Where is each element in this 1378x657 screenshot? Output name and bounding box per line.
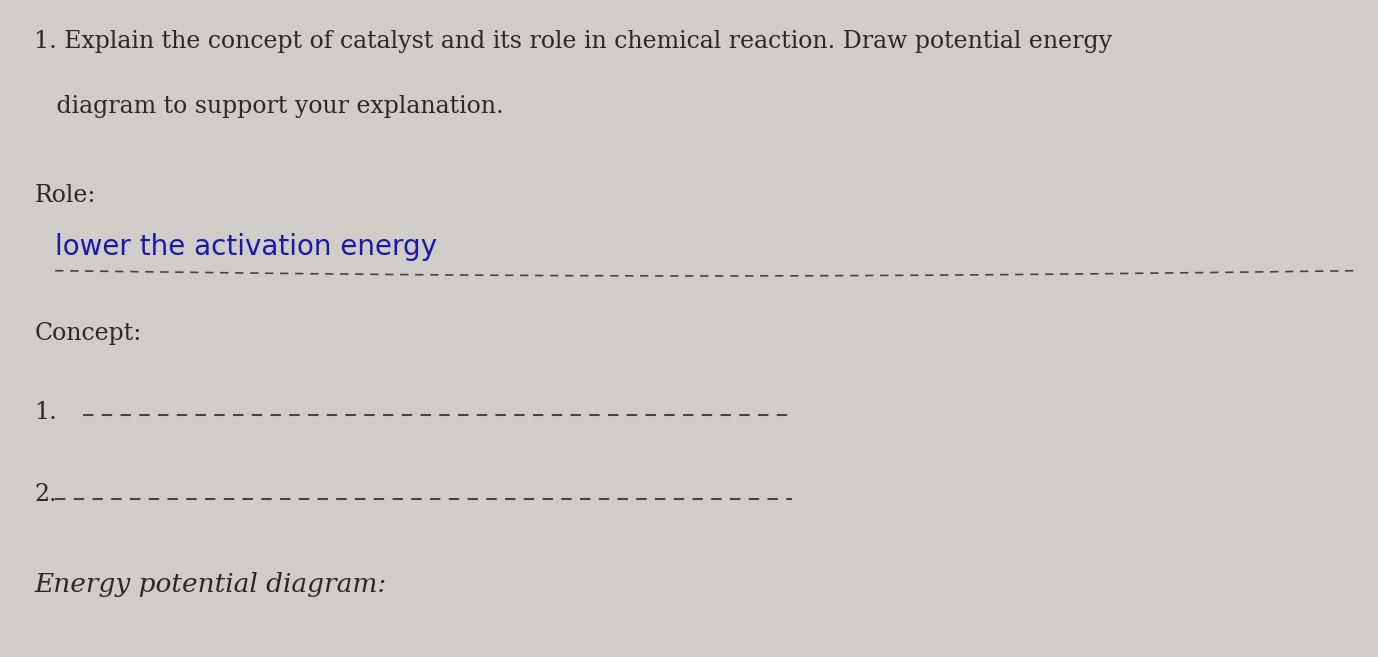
Text: diagram to support your explanation.: diagram to support your explanation.	[34, 95, 504, 118]
Text: lower the activation energy: lower the activation energy	[55, 233, 437, 261]
Text: Concept:: Concept:	[34, 322, 142, 345]
Text: 2.: 2.	[34, 483, 58, 506]
Text: Energy potential diagram:: Energy potential diagram:	[34, 572, 387, 597]
Text: Role:: Role:	[34, 184, 96, 207]
Text: 1.: 1.	[34, 401, 58, 424]
Text: 1. Explain the concept of catalyst and its role in chemical reaction. Draw poten: 1. Explain the concept of catalyst and i…	[34, 30, 1112, 53]
